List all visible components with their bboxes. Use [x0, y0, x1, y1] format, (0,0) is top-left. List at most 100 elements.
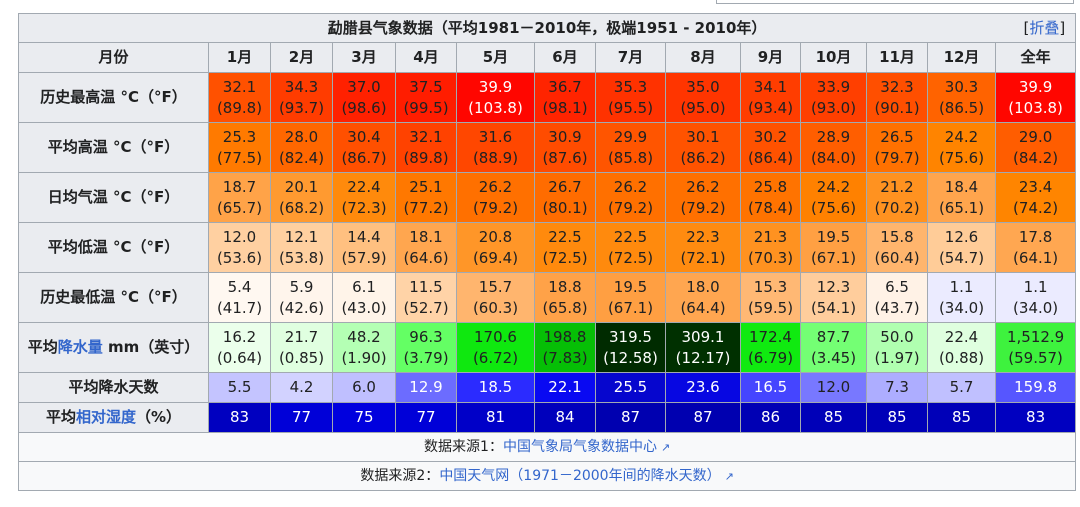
cell-value-primary: 87.7 — [816, 327, 851, 346]
month-header-4: 4月 — [395, 42, 457, 73]
cell-value-secondary: (79.2) — [472, 198, 519, 217]
cell-value-primary: 21.7 — [284, 327, 319, 346]
data-cell: 87.7 (3.45) — [800, 322, 867, 373]
data-cell: 34.1 (93.4) — [740, 72, 801, 123]
data-cell: 33.9 (93.0) — [800, 72, 867, 123]
month-header-10: 10月 — [800, 42, 867, 73]
row-label-text: 平均 — [27, 338, 58, 356]
cell-value-secondary: (86.2) — [680, 148, 726, 167]
cell-value-secondary: (84.2) — [1013, 148, 1059, 167]
cell-value-primary: 22.4 — [347, 177, 381, 196]
cell-value-secondary: (65.7) — [216, 198, 263, 217]
data-cell: 11.5 (52.7) — [395, 272, 457, 323]
data-cell: 16.5 — [740, 372, 801, 403]
collapse-link[interactable]: 折叠 — [1029, 19, 1060, 37]
source-cell: 数据来源2：中国天气网（1971－2000年间的降水天数） ↗ — [17, 461, 1077, 491]
cell-value-secondary: (59.5) — [747, 298, 794, 317]
source-link[interactable]: 中国天气网（1971－2000年间的降水天数） — [439, 467, 721, 484]
cell-value-secondary: (0.64) — [216, 348, 263, 367]
cell-value-primary: 29.0 — [1018, 127, 1053, 146]
cell-value-primary: 29.9 — [613, 127, 648, 146]
table-title: 勐腊县气象数据（平均1981－2010年，极端1951 - 2010年） [折叠… — [17, 13, 1077, 43]
cell-value-secondary: (68.2) — [278, 198, 325, 217]
cell-value-secondary: (65.8) — [542, 298, 588, 317]
data-cell: 18.7 (65.7) — [208, 172, 271, 223]
cell-value-secondary: (1.97) — [874, 348, 920, 367]
cell-value-primary: 6.1 — [352, 277, 376, 296]
data-cell: 1.1 (34.0) — [994, 272, 1077, 323]
row-label-daily-mean: 日均气温 °C（°F） — [18, 172, 209, 223]
cell-value-secondary: (72.5) — [542, 248, 588, 267]
data-cell: 5.7 — [927, 372, 996, 403]
data-cell: 5.4 (41.7) — [208, 272, 271, 323]
source-link[interactable]: 中国气象局气象数据中心 — [502, 438, 657, 455]
data-cell: 30.4 (86.7) — [332, 122, 396, 173]
row-label-humidity: 平均相对湿度（%） — [18, 402, 209, 433]
cell-value-secondary: (69.4) — [472, 248, 519, 267]
cell-value-secondary: (89.8) — [403, 148, 449, 167]
cell-value-secondary: (72.5) — [607, 248, 654, 267]
data-cell: 18.5 — [456, 372, 535, 403]
data-cell: 87 — [595, 402, 666, 433]
data-cell: 22.1 — [534, 372, 596, 403]
data-cell: 309.1 (12.17) — [665, 322, 741, 373]
source-row-1: 数据来源1：中国气象局气象数据中心 ↗ — [17, 432, 1077, 462]
cell-value-secondary: (98.6) — [341, 98, 387, 117]
data-cell: 26.5 (79.7) — [866, 122, 928, 173]
cell-value-primary: 30.3 — [944, 77, 979, 96]
cell-value-primary: 31.6 — [478, 127, 513, 146]
cell-value-primary: 87 — [693, 408, 713, 426]
row-label-text: 历史最高温 °C（°F） — [40, 88, 187, 106]
cell-value-primary: 12.6 — [944, 227, 979, 246]
cell-value-secondary: (67.1) — [607, 298, 654, 317]
cell-value-primary: 5.5 — [227, 378, 252, 396]
data-cell: 20.8 (69.4) — [456, 222, 535, 273]
data-cell: 36.7 (98.1) — [534, 72, 596, 123]
data-cell: 22.5 (72.5) — [534, 222, 596, 273]
row-label-link[interactable]: 降水量 — [57, 338, 103, 356]
row-label-text: mm（英寸） — [102, 338, 200, 356]
row-record-low: 历史最低温 °C（°F） 5.4 (41.7) 5.9 (42.6) 6.1 (43.0) 1… — [18, 272, 1077, 323]
row-label-link[interactable]: 相对湿度 — [75, 408, 136, 426]
data-cell: 23.6 — [665, 372, 741, 403]
cell-value-primary: 77 — [416, 408, 436, 426]
cell-value-primary: 77 — [291, 408, 312, 426]
cell-value-secondary: (3.45) — [810, 348, 857, 367]
row-mean-high: 平均高温 °C（°F） 25.3 (77.5) 28.0 (82.4) 30.4 (86.7… — [18, 122, 1077, 173]
data-cell: 32.1 (89.8) — [395, 122, 457, 173]
cell-value-primary: 15.7 — [478, 277, 513, 296]
cell-value-primary: 12.1 — [284, 227, 319, 246]
cell-value-primary: 83 — [229, 408, 250, 426]
table-title-text: 勐腊县气象数据（平均1981－2010年，极端1951 - 2010年） — [327, 18, 767, 37]
data-cell: 1.1 (34.0) — [927, 272, 996, 323]
cell-value-primary: 35.0 — [686, 77, 720, 96]
row-label-text: 平均降水天数 — [68, 378, 159, 396]
cell-value-secondary: (70.3) — [747, 248, 794, 267]
cell-value-primary: 19.5 — [816, 227, 851, 246]
data-cell: 39.9 (103.8) — [994, 72, 1077, 123]
data-cell: 86 — [740, 402, 801, 433]
cell-value-primary: 12.9 — [409, 378, 443, 396]
cell-value-secondary: (64.1) — [1013, 248, 1059, 267]
data-cell: 29.0 (84.2) — [994, 122, 1077, 173]
collapse-toggle[interactable]: [折叠] — [1023, 18, 1065, 39]
cell-value-secondary: (93.4) — [747, 98, 794, 117]
cell-value-primary: 16.5 — [753, 378, 788, 396]
data-cell: 172.4 (6.79) — [740, 322, 801, 373]
data-cell: 25.8 (78.4) — [740, 172, 801, 223]
cell-value-secondary: (75.6) — [938, 148, 985, 167]
cell-value-primary: 7.3 — [885, 378, 909, 396]
cell-value-secondary: (34.0) — [1013, 298, 1059, 317]
cell-value-primary: 20.1 — [284, 177, 319, 196]
row-label-record-high: 历史最高温 °C（°F） — [18, 72, 209, 123]
data-cell: 30.1 (86.2) — [665, 122, 741, 173]
cell-value-primary: 5.9 — [289, 277, 314, 296]
cell-value-primary: 22.4 — [944, 327, 979, 346]
cell-value-secondary: (86.5) — [938, 98, 985, 117]
data-cell: 24.2 (75.6) — [800, 172, 867, 223]
row-label-record-low: 历史最低温 °C（°F） — [18, 272, 209, 323]
cell-value-primary: 14.4 — [347, 227, 381, 246]
cell-value-secondary: (12.58) — [603, 348, 658, 367]
cell-value-secondary: (99.5) — [403, 98, 449, 117]
cell-value-primary: 19.5 — [613, 277, 648, 296]
